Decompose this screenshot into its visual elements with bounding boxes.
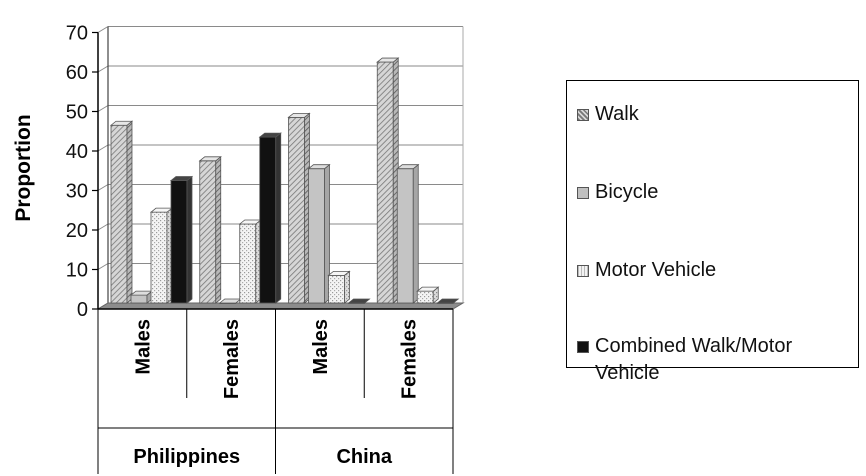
gridline-side: [97, 65, 109, 73]
gridline-side: [97, 26, 109, 33]
y-tick-label: 70: [66, 23, 88, 45]
bar-bicycle-china-males: [307, 163, 331, 304]
gridline-side: [97, 105, 109, 112]
group-label-philippines: Philippines: [133, 446, 240, 468]
legend-item-combined-walk-motor-vehicle: Combined Walk/Motor Vehicle: [577, 333, 858, 387]
y-tick-label: 50: [66, 102, 88, 124]
axes: 0 10 20 30 40 50 60 70: [66, 23, 465, 321]
bar-walk-china-females: [376, 57, 400, 304]
legend-item-walk: Walk: [577, 101, 639, 128]
chart-floor: [96, 302, 465, 310]
legend-swatch-motor-vehicle: [577, 265, 589, 277]
y-tick-label: 20: [66, 220, 88, 242]
legend-label: Motor Vehicle: [595, 259, 717, 281]
bar-combined-walk-motor-vehicle-china-females: [436, 298, 460, 304]
bar-bicycle-philippines-females: [218, 298, 242, 304]
legend-swatch-combined-walk-motor-vehicle: [577, 341, 589, 353]
category-label-china-males: Males: [310, 319, 332, 375]
y-tick-label: 10: [66, 260, 88, 282]
y-tick-label: 40: [66, 141, 88, 163]
y-tick-label: 30: [66, 181, 88, 203]
y-axis-label: Proportion: [12, 114, 35, 221]
bar-bicycle-philippines-males: [129, 290, 154, 304]
category-axis: Males Females Philippines Males Females China: [97, 308, 454, 474]
legend-label: Walk: [595, 103, 639, 125]
bar-walk-philippines-females: [198, 155, 222, 304]
legend-swatch-bicycle: [577, 187, 589, 199]
group-label-china: China: [336, 446, 392, 468]
bar-combined-walk-motor-vehicle-china-males: [347, 298, 371, 304]
bar-walk-china-males: [287, 112, 311, 304]
category-label-philippines-males: Males: [132, 319, 154, 375]
legend: Walk Bicycle Motor Vehicle Combined Walk/Mo…: [566, 80, 859, 384]
legend-item-bicycle: Bicycle: [577, 179, 658, 206]
bar-combined-walk-motor-vehicle-philippines-females: [258, 132, 282, 304]
bar-walk-philippines-males: [109, 120, 134, 304]
legend-item-motor-vehicle: Motor Vehicle: [577, 257, 716, 284]
y-tick-label: 60: [66, 62, 88, 84]
category-label-china-females: Females: [399, 319, 421, 399]
bar-motor-vehicle-philippines-males: [149, 207, 174, 304]
gridline-side: [97, 184, 109, 191]
gridline-side: [97, 144, 109, 152]
bar-motor-vehicle-china-males: [327, 270, 351, 304]
gridline-side: [97, 263, 109, 270]
legend-swatch-walk: [577, 109, 589, 121]
bar-motor-vehicle-philippines-females: [238, 219, 262, 304]
legend-label: Bicycle: [595, 181, 659, 203]
bar-motor-vehicle-china-females: [416, 286, 440, 304]
category-label-philippines-females: Females: [221, 319, 243, 399]
bar-bicycle-china-females: [396, 163, 420, 304]
bar-combined-walk-motor-vehicle-philippines-males: [169, 175, 194, 304]
y-tick-label: 0: [77, 299, 88, 321]
gridline-side: [97, 223, 109, 231]
bars: [109, 57, 460, 304]
legend-label: Combined Walk/Motor Vehicle: [595, 335, 793, 384]
